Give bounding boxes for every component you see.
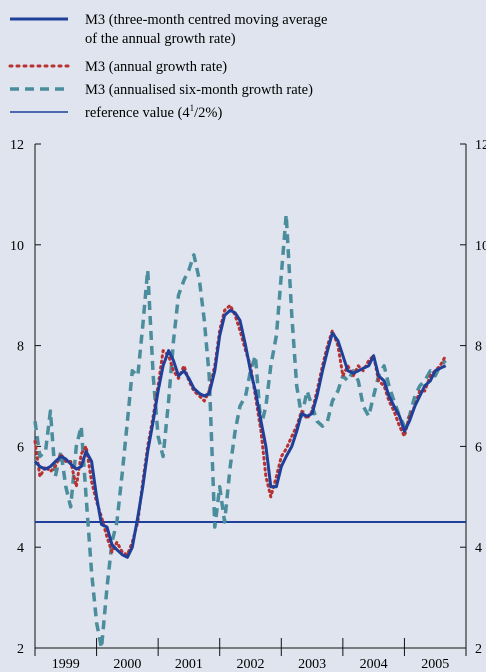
x-tick-label: 2002 [237, 657, 265, 672]
legend-label-reference: reference value (41/2%) [85, 103, 223, 121]
y-tick-label-right: 4 [475, 541, 482, 556]
x-tick-label: 2004 [360, 657, 388, 672]
y-tick-label-right: 2 [475, 642, 482, 657]
legend-reference-sup: 1 [190, 103, 195, 113]
x-tick-label: 2001 [175, 657, 203, 672]
legend-reference-frac: /2%) [194, 105, 222, 121]
y-tick-label-right: 10 [475, 239, 486, 254]
legend-label-annual: M3 (annual growth rate) [85, 59, 227, 75]
legend-reference-main: reference value (4 [85, 105, 190, 121]
y-tick-label-right: 8 [475, 340, 482, 355]
series-line-six-month-growth [33, 212, 447, 650]
y-tick-label-left: 6 [17, 440, 24, 455]
legend: M3 (three-month centred moving average o… [8, 12, 327, 121]
y-tick-label-left: 8 [17, 340, 24, 355]
y-tick-label-right: 12 [475, 138, 486, 153]
x-ticks: 1999 2000 2001 2002 2003 2004 2005 [34, 638, 467, 672]
y-tick-label-left: 2 [17, 642, 24, 657]
x-tick-label: 2003 [298, 657, 326, 672]
y-tick-label-left: 10 [10, 239, 24, 254]
legend-label-six-month: M3 (annualised six-month growth rate) [85, 82, 313, 98]
series-line-moving-average [33, 308, 447, 559]
legend-label-moving-average-line1: M3 (three-month centred moving average [85, 12, 327, 28]
y-tick-label-right: 6 [475, 440, 482, 455]
legend-label-moving-average-line2: of the annual growth rate) [85, 31, 236, 47]
x-tick-label: 1999 [52, 657, 80, 672]
y-tick-label-left: 12 [10, 138, 24, 153]
y-ticks: 2 2 4 4 6 6 8 8 10 10 12 12 [10, 138, 486, 657]
x-tick-label: 2005 [421, 657, 449, 672]
x-tick-label: 2000 [113, 657, 141, 672]
y-tick-label-left: 4 [17, 541, 24, 556]
